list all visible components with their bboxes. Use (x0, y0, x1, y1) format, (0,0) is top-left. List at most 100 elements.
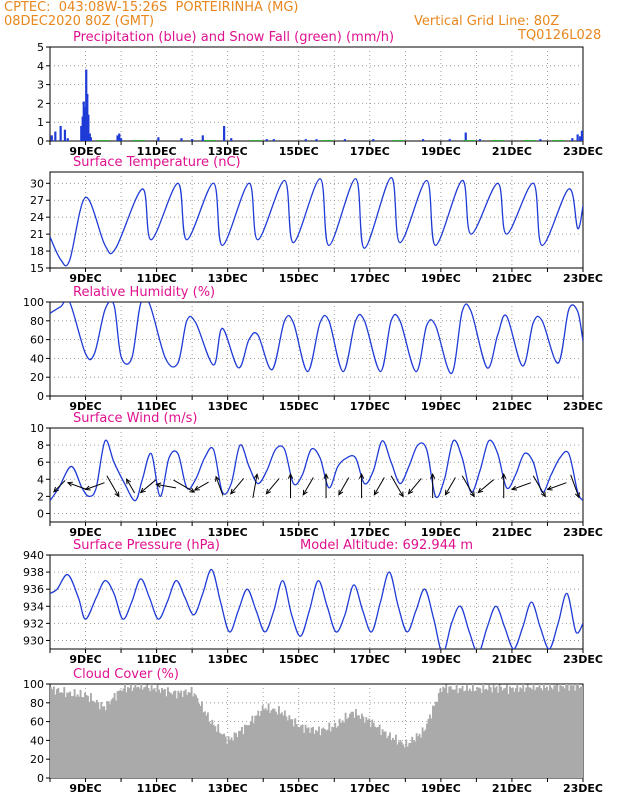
wind-arrow (408, 478, 422, 495)
wind-panel: 0 2 4 6 8 10 9DEC 11DEC 13DEC 15DEC 17DEC 19DEC 21DE… (30, 411, 603, 539)
precipitation-bar (539, 139, 542, 141)
wind-ytick-label: 10 (30, 422, 44, 435)
cloud-cover-ytick-label: 80 (30, 697, 44, 710)
cloud-cover-bar (61, 693, 64, 778)
cloud-cover-bar (397, 741, 400, 778)
wind-arrow (532, 475, 546, 497)
cloud-cover-bar (392, 738, 394, 778)
wind-arrow (140, 479, 157, 493)
humidity-date-label: 19DEC (421, 400, 461, 413)
wind-arrow-head (546, 485, 553, 491)
precipitation-date-label: 21DEC (492, 145, 532, 158)
pressure-date-label: 19DEC (421, 653, 461, 666)
wind-ytick-label: 0 (37, 507, 44, 520)
precipitation-plot-area (50, 69, 583, 141)
wind-arrow (156, 483, 177, 489)
cloud-cover-bar (279, 713, 282, 778)
wind-ytick-label: 6 (37, 456, 44, 469)
cloud-cover-bar (54, 694, 57, 778)
temperature-series-line (50, 176, 583, 267)
cloud-cover-bar (87, 695, 89, 778)
cloud-cover-bar (76, 694, 79, 778)
cloud-cover-bar (326, 729, 329, 778)
cloud-cover-bar (565, 684, 568, 778)
cloud-cover-bar (494, 687, 497, 778)
humidity-date-label: 11DEC (137, 400, 177, 413)
cloud-cover-bar (526, 684, 529, 778)
cloud-cover-bar (276, 714, 279, 778)
cloud-cover-bar (84, 692, 86, 778)
wind-arrow-head (511, 485, 518, 491)
wind-arrow-head (540, 491, 546, 498)
cloud-cover-bar (172, 691, 175, 778)
humidity-ytick-label: 80 (30, 315, 44, 328)
cloud-cover-bar (389, 732, 391, 778)
cloud-cover-bar (436, 701, 439, 778)
cloud-cover-bar (426, 723, 428, 778)
wind-date-label: 9DEC (69, 526, 101, 539)
cloud-cover-bar (414, 741, 417, 778)
cloud-cover-bar (483, 689, 486, 778)
cloud-cover-bar (255, 715, 258, 778)
humidity-ytick-label: 20 (30, 371, 44, 384)
cloud-cover-bar (280, 712, 283, 778)
cloud-cover-bar (269, 712, 272, 778)
wind-arrow (252, 474, 258, 499)
wind-arrow (444, 477, 456, 496)
cloud-cover-bar (243, 724, 246, 778)
cloud-cover-bar (362, 716, 365, 778)
cloud-cover-bar (248, 725, 251, 778)
cloud-cover-bar (547, 690, 550, 778)
cloud-cover-bar (399, 739, 402, 778)
cloud-cover-bar (514, 688, 517, 778)
precipitation-date-label: 13DEC (208, 145, 248, 158)
cloud-cover-bar (508, 686, 511, 778)
wind-arrow (461, 475, 475, 497)
cloud-cover-bar (415, 733, 418, 778)
cloud-cover-bar (461, 685, 464, 778)
cloud-cover-bar (341, 720, 344, 778)
cloud-cover-bar (408, 743, 411, 778)
cloud-cover-panel: 0 20 40 60 80 100 9DEC 11DEC 13DEC 15DEC 17DEC 19DE… (23, 667, 603, 795)
temperature-date-label: 19DEC (421, 272, 461, 285)
cloud-cover-bar (433, 705, 436, 778)
cloud-cover-bar (548, 684, 551, 778)
cloud-cover-bar (541, 690, 544, 778)
wind-arrow-head (53, 486, 59, 493)
pressure-title: Surface Pressure (hPa) (73, 538, 220, 553)
temperature-ytick-label: 18 (30, 245, 44, 258)
pressure-date-label: 23DEC (563, 653, 603, 666)
cloud-cover-date-label: 15DEC (279, 782, 319, 795)
temperature-ytick-label: 27 (30, 194, 44, 207)
cloud-cover-bar (235, 733, 237, 778)
cloud-cover-bar (513, 691, 516, 778)
precipitation-bar (321, 140, 334, 141)
cloud-cover-bar (500, 686, 502, 778)
cloud-cover-bar (359, 719, 362, 778)
temperature-ytick-label: 24 (30, 211, 44, 224)
temperature-date-label: 11DEC (137, 272, 177, 285)
cloud-cover-bar (427, 718, 430, 778)
header-model-code: TQ0126L028 (518, 28, 602, 43)
cloud-cover-ytick-label: 20 (30, 753, 44, 766)
humidity-ytick-label: 60 (30, 334, 44, 347)
cloud-cover-bar (239, 730, 242, 778)
precipitation-bar (50, 135, 53, 141)
cloud-cover-date-label: 19DEC (421, 782, 461, 795)
cloud-cover-bar (95, 699, 98, 778)
humidity-date-label: 21DEC (492, 400, 532, 413)
cloud-cover-bar (420, 737, 423, 778)
cloud-cover-bar (405, 739, 408, 778)
cloud-cover-bar (273, 708, 276, 778)
cloud-cover-bar (352, 711, 354, 778)
cloud-cover-bar (249, 721, 252, 778)
precipitation-date-label: 23DEC (563, 145, 603, 158)
wind-arrow-head (139, 487, 146, 494)
cloud-cover-bar (353, 717, 356, 778)
cloud-cover-bar (535, 687, 538, 778)
precipitation-bar (118, 133, 121, 141)
cloud-cover-bar (471, 684, 474, 778)
wind-arrow (547, 482, 567, 490)
cloud-cover-bar (121, 691, 123, 778)
wind-date-label: 21DEC (492, 526, 532, 539)
